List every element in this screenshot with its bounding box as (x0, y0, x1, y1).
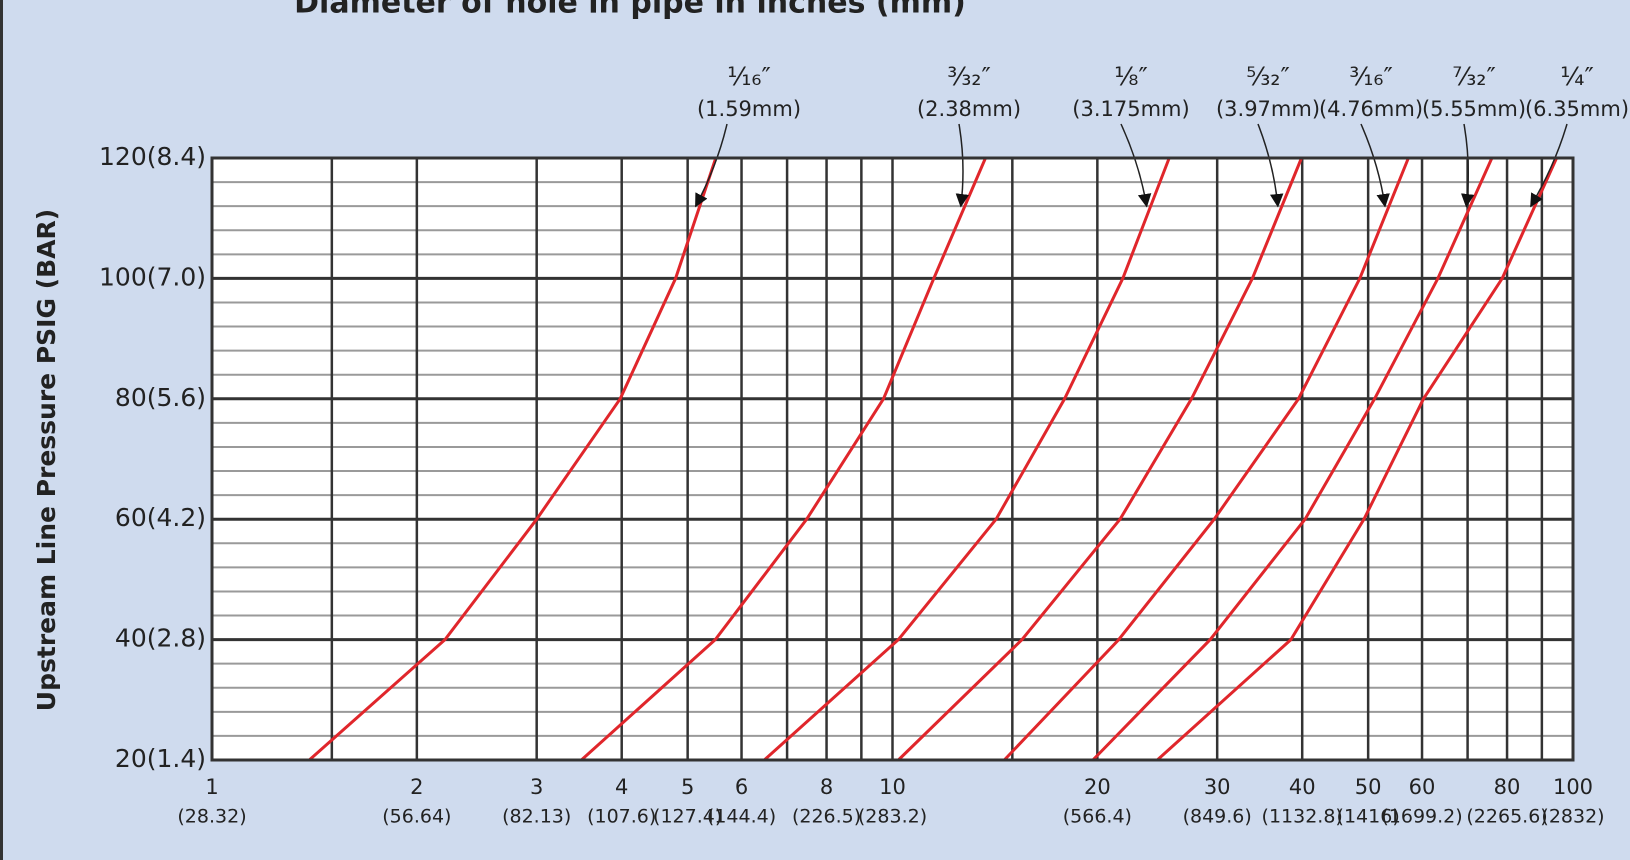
y-tick-label: 60(4.2) (115, 503, 206, 532)
x-tick-label-secondary: (849.6) (1183, 806, 1252, 828)
series-label-mm: (5.55mm) (1422, 97, 1526, 121)
x-tick-label: 80 (1494, 775, 1521, 799)
y-axis-label: Upstream Line Pressure PSIG (BAR) (32, 209, 61, 711)
x-tick-label-secondary: (566.4) (1063, 806, 1132, 828)
series-label-mm: (4.76mm) (1319, 97, 1423, 121)
annotation-arrow (1257, 123, 1284, 208)
x-tick-label-secondary: (107.6) (587, 806, 656, 828)
x-tick-label-secondary: (1416) (1337, 806, 1400, 828)
series-line (308, 157, 718, 762)
annotation-arrow (1530, 123, 1568, 208)
x-tick-label-secondary: (56.64) (382, 806, 451, 828)
x-tick-label: 20 (1084, 775, 1111, 799)
y-tick-label: 40(2.8) (115, 624, 206, 653)
y-tick-label: 80(5.6) (115, 383, 206, 412)
series-line (1003, 157, 1410, 762)
x-tick-label: 4 (615, 775, 628, 799)
x-tick-label: 1 (205, 775, 218, 799)
x-tick-label: 8 (820, 775, 833, 799)
x-tick-label: 5 (681, 775, 694, 799)
series-label: ¹⁄₈″ (1114, 62, 1148, 91)
x-tick-label-secondary: (1699.2) (1381, 806, 1462, 828)
series-label-mm: (1.59mm) (697, 97, 801, 121)
annotation-arrow (955, 123, 970, 208)
annotation-arrow (695, 123, 728, 208)
x-tick-label: 3 (530, 775, 543, 799)
chart-title: Diameter of hole in pipe in inches (mm) (294, 0, 966, 21)
x-tick-label: 2 (410, 775, 423, 799)
y-tick-label: 20(1.4) (115, 744, 206, 773)
series-line (580, 157, 987, 762)
plot-border (210, 156, 1575, 762)
y-tick-label: 100(7.0) (99, 262, 206, 291)
x-tick-label-secondary: (144.4) (707, 806, 776, 828)
series-label-mm: (6.35mm) (1525, 97, 1629, 121)
series-line (763, 157, 1171, 762)
series-label-mm: (3.175mm) (1072, 97, 1189, 121)
x-tick-label: 30 (1204, 775, 1231, 799)
series-line (897, 157, 1303, 762)
series-label: ³⁄₃₂″ (947, 62, 991, 91)
x-tick-label-secondary: (1132.8) (1262, 806, 1343, 828)
y-tick-label: 120(8.4) (99, 142, 206, 171)
annotation-arrow (1461, 123, 1475, 208)
annotation-arrow (1360, 123, 1390, 208)
x-tick-label: 60 (1409, 775, 1436, 799)
frame-edge (0, 0, 3, 860)
x-tick-label-secondary: (226.5) (792, 806, 861, 828)
x-tick-label-secondary: (127.4) (653, 806, 722, 828)
series-label: ⁷⁄₃₂″ (1452, 62, 1496, 91)
series-label: ¹⁄₁₆″ (727, 62, 771, 91)
x-tick-label: 40 (1289, 775, 1316, 799)
series-line (1091, 157, 1494, 762)
x-tick-label: 6 (735, 775, 748, 799)
series-line (1156, 157, 1558, 762)
series-label-mm: (3.97mm) (1216, 97, 1320, 121)
annotation-arrow (1120, 123, 1152, 208)
x-tick-label: 10 (879, 775, 906, 799)
x-tick-label-secondary: (283.2) (858, 806, 927, 828)
series-label-mm: (2.38mm) (917, 97, 1021, 121)
x-tick-label-secondary: (2265.6) (1466, 806, 1547, 828)
x-tick-label-secondary: (28.32) (177, 806, 246, 828)
x-tick-label: 100 (1553, 775, 1593, 799)
x-tick-label: 50 (1355, 775, 1382, 799)
series-label: ³⁄₁₆″ (1349, 62, 1393, 91)
x-tick-label-secondary: (2832) (1541, 806, 1604, 828)
x-tick-label-secondary: (82.13) (502, 806, 571, 828)
series-label: ⁵⁄₃₂″ (1246, 62, 1290, 91)
series-label: ¹⁄₄″ (1560, 62, 1594, 91)
